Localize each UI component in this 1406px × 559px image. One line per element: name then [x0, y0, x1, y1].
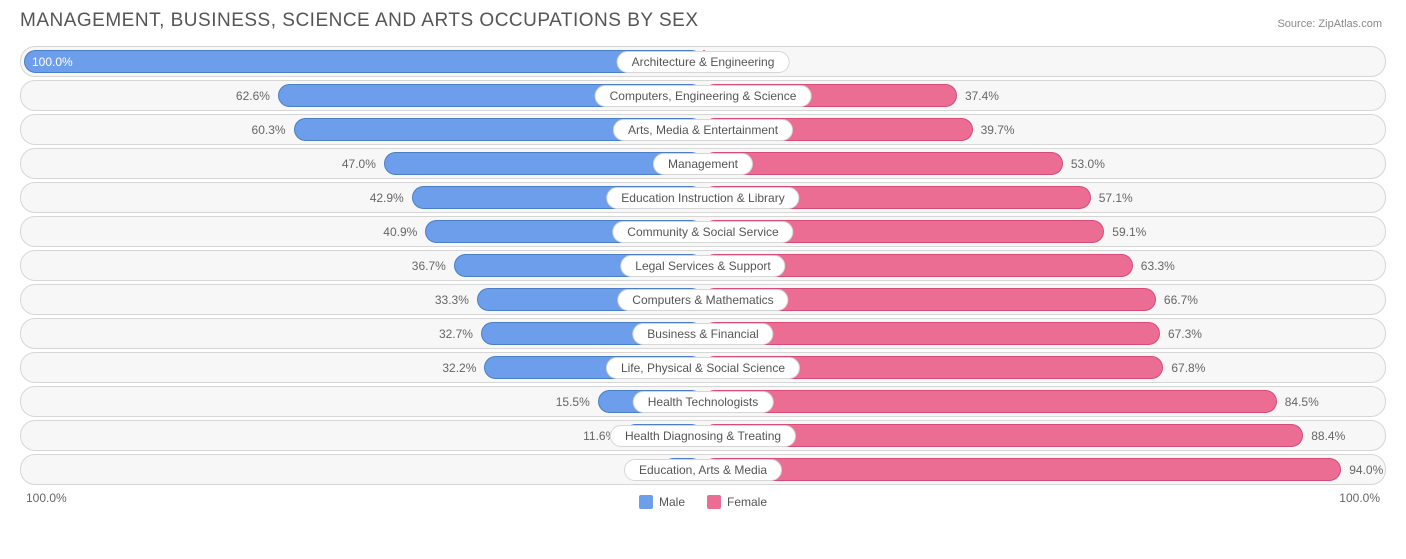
legend-female: Female [707, 495, 767, 509]
chart-row: 60.3% 39.7% Arts, Media & Entertainment [20, 114, 1386, 145]
female-value: 59.1% [1112, 225, 1146, 239]
female-bar [703, 390, 1277, 413]
category-label: Business & Financial [632, 323, 773, 345]
female-value: 39.7% [981, 123, 1015, 137]
legend-male: Male [639, 495, 685, 509]
female-value: 37.4% [965, 89, 999, 103]
chart-row: 100.0%0.0%Architecture & Engineering [20, 46, 1386, 77]
female-value: 53.0% [1071, 157, 1105, 171]
male-value: 33.3% [435, 293, 469, 307]
female-value: 84.5% [1285, 395, 1319, 409]
chart-row: 62.6% 37.4% Computers, Engineering & Scien… [20, 80, 1386, 111]
male-value: 47.0% [342, 157, 376, 171]
category-label: Computers & Mathematics [617, 289, 788, 311]
chart-row: 15.5% 84.5% Health Technologists [20, 386, 1386, 417]
male-value: 36.7% [412, 259, 446, 273]
category-label: Community & Social Service [612, 221, 793, 243]
legend-male-label: Male [659, 495, 685, 509]
chart-row: 42.9% 57.1% Education Instruction & Librar… [20, 182, 1386, 213]
chart-source: Source: ZipAtlas.com [1277, 18, 1382, 30]
axis-left-label: 100.0% [26, 491, 67, 509]
female-bar [703, 152, 1063, 175]
category-label: Computers, Engineering & Science [595, 85, 812, 107]
category-label: Legal Services & Support [620, 255, 785, 277]
axis-right-label: 100.0% [1339, 491, 1380, 509]
male-bar [24, 50, 703, 73]
category-label: Arts, Media & Entertainment [613, 119, 793, 141]
chart-row: 33.3% 66.7% Computers & Mathematics [20, 284, 1386, 315]
male-value: 62.6% [236, 89, 270, 103]
chart-row: 40.9% 59.1% Community & Social Service [20, 216, 1386, 247]
male-value: 40.9% [383, 225, 417, 239]
chart-row: 11.6%88.4%Health Diagnosing & Treating [20, 420, 1386, 451]
male-value: 15.5% [556, 395, 590, 409]
category-label: Health Diagnosing & Treating [610, 425, 796, 447]
category-label: Management [653, 153, 753, 175]
category-label: Education, Arts & Media [624, 459, 782, 481]
occupations-by-sex-chart: MANAGEMENT, BUSINESS, SCIENCE AND ARTS O… [0, 0, 1406, 519]
x-axis: 100.0% Male Female 100.0% [20, 491, 1386, 509]
category-label: Architecture & Engineering [617, 51, 790, 73]
chart-row: 36.7% 63.3% Legal Services & Support [20, 250, 1386, 281]
female-value: 67.8% [1171, 361, 1205, 375]
chart-row: 32.7% 67.3% Business & Financial [20, 318, 1386, 349]
female-value: 67.3% [1168, 327, 1202, 341]
category-label: Health Technologists [633, 391, 774, 413]
legend-female-label: Female [727, 495, 767, 509]
female-value: 88.4% [1311, 429, 1345, 443]
chart-row: 6.0%94.0%Education, Arts & Media [20, 454, 1386, 485]
female-value: 57.1% [1099, 191, 1133, 205]
female-bar [703, 458, 1341, 481]
female-value: 66.7% [1164, 293, 1198, 307]
legend-male-swatch [639, 495, 653, 509]
male-value: 100.0% [32, 55, 73, 69]
chart-rows: 100.0%0.0%Architecture & Engineering62.6… [20, 46, 1386, 485]
male-value: 60.3% [252, 123, 286, 137]
category-label: Life, Physical & Social Science [606, 357, 800, 379]
male-value: 32.2% [442, 361, 476, 375]
chart-row: 47.0% 53.0% Management [20, 148, 1386, 179]
female-value: 63.3% [1141, 259, 1175, 273]
male-value: 32.7% [439, 327, 473, 341]
legend: Male Female [639, 495, 767, 509]
chart-title: MANAGEMENT, BUSINESS, SCIENCE AND ARTS O… [20, 10, 1386, 32]
legend-female-swatch [707, 495, 721, 509]
male-value: 42.9% [370, 191, 404, 205]
chart-row: 32.2% 67.8% Life, Physical & Social Scienc… [20, 352, 1386, 383]
category-label: Education Instruction & Library [606, 187, 799, 209]
female-value: 94.0% [1349, 463, 1383, 477]
